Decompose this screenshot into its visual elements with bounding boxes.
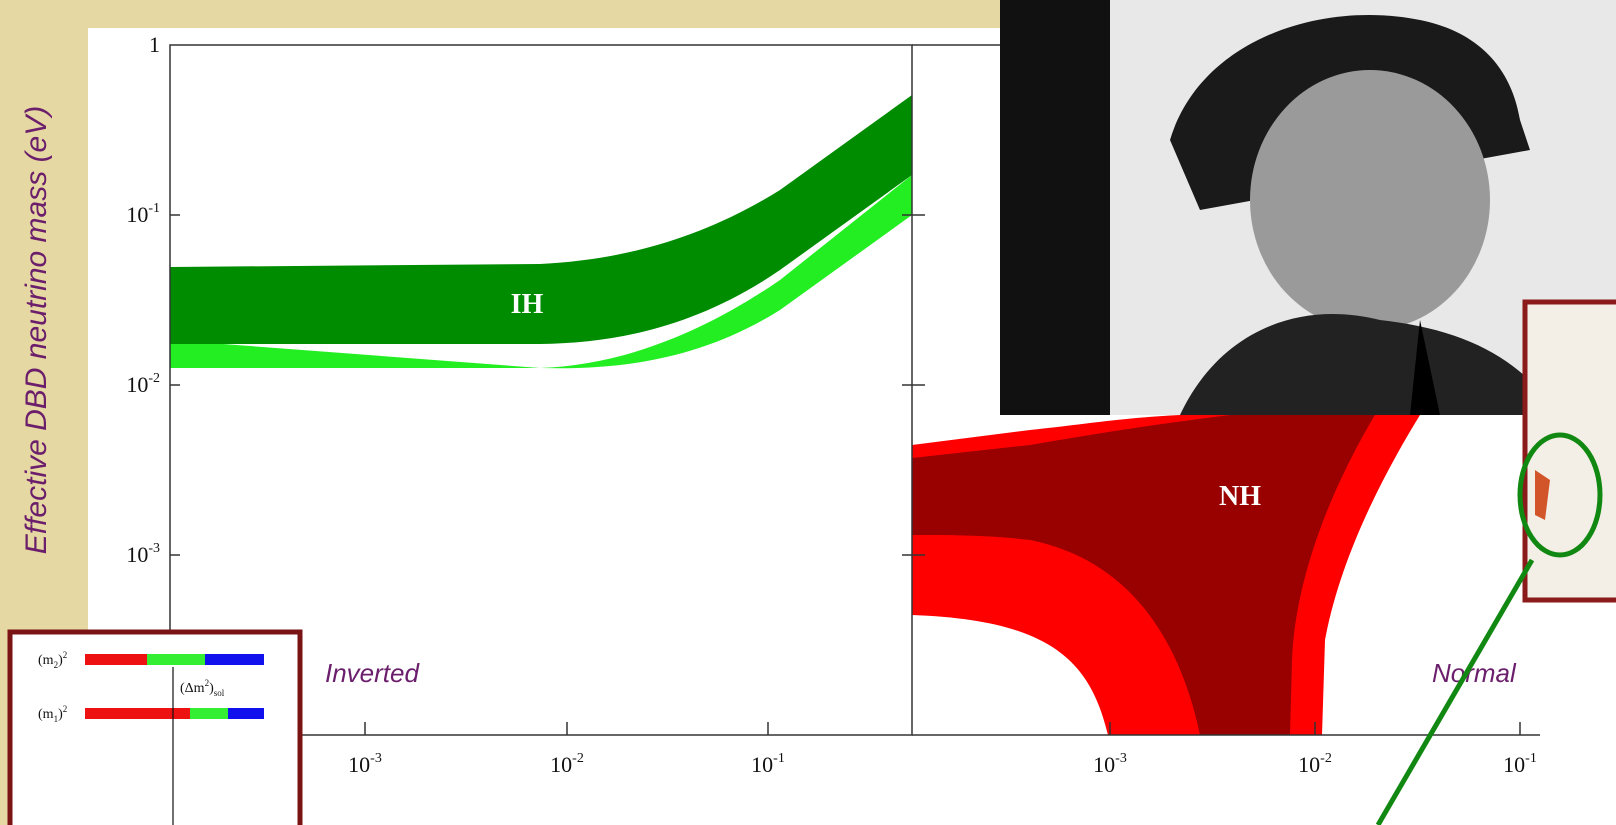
- label-part: 10: [348, 752, 370, 777]
- label-part: ): [58, 707, 63, 722]
- label-part: 10: [550, 752, 572, 777]
- label-part: 10: [126, 542, 148, 567]
- label-part: 1: [54, 714, 59, 724]
- inset: (m2)2 (Δm2)sol (m1)2: [7, 629, 303, 825]
- label-part: -1: [773, 751, 785, 766]
- caption: Inverted: [325, 658, 420, 688]
- y-tick-label: 10-2: [126, 371, 160, 397]
- label-part: 10: [126, 202, 148, 227]
- label-part: (m: [38, 653, 54, 668]
- label-part: ): [58, 653, 63, 668]
- y-tick-label: 10-3: [126, 541, 160, 567]
- y-tick-label: 1: [149, 32, 160, 57]
- label-part: 10: [1503, 752, 1525, 777]
- photo: [1000, 0, 1616, 415]
- x-tick-label: 10-3: [1093, 751, 1127, 777]
- x-tick-label: 10-2: [550, 751, 584, 777]
- label-part: -3: [1115, 751, 1127, 766]
- label-part: 2: [63, 704, 68, 714]
- label-part: -1: [148, 201, 160, 216]
- pointer-line: [1375, 558, 1535, 825]
- label-part: -1: [1525, 751, 1537, 766]
- label-part: 1: [149, 32, 160, 57]
- band-label: NH: [1219, 481, 1261, 512]
- inset-label: (m2)2: [38, 650, 67, 670]
- label-part: -3: [370, 751, 382, 766]
- label-part: 10: [751, 752, 773, 777]
- x-tick-label: 10-3: [348, 751, 382, 777]
- nh-band-inner: [912, 415, 1375, 735]
- label-part: 2: [205, 678, 210, 688]
- ih-band-outer: [170, 175, 912, 369]
- x-tick-label: 10-1: [751, 751, 785, 777]
- label-part: ): [209, 681, 214, 696]
- label-part: (Δm: [180, 681, 205, 696]
- label-part: sol: [214, 688, 225, 698]
- label-part: 10: [1298, 752, 1320, 777]
- label-part: -2: [1320, 751, 1332, 766]
- label-part: 2: [54, 660, 59, 670]
- axes-frame: [169, 44, 1540, 736]
- x-tick-label: 10-2: [1298, 751, 1332, 777]
- label-part: 10: [126, 372, 148, 397]
- y-axis-label: Effective DBD neutrino mass (eV): [20, 106, 53, 555]
- y-tick-label: 10-1: [126, 201, 160, 227]
- ih-band-inner: [170, 95, 912, 344]
- label-part: -2: [148, 371, 160, 386]
- band-label: IH: [511, 289, 544, 320]
- label-part: 2: [63, 650, 68, 660]
- inset-label: (Δm2)sol: [180, 678, 225, 698]
- inset-label: (m1)2: [38, 704, 67, 724]
- small-picture: [1517, 299, 1616, 603]
- label-part: 10: [1093, 752, 1115, 777]
- x-tick-label: 10-1: [1503, 751, 1537, 777]
- label-part: (m: [38, 707, 54, 722]
- label-part: -3: [148, 541, 160, 556]
- label-part: -2: [572, 751, 584, 766]
- tick-marks: [170, 214, 1521, 735]
